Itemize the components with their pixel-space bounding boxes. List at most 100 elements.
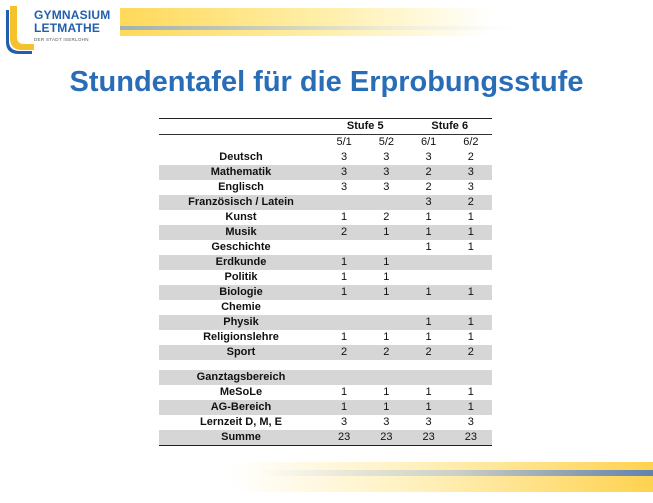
hours-cell: 1 — [365, 400, 408, 415]
table-row: Kunst 1 2 1 1 — [159, 210, 492, 225]
header-column-row: 5/1 5/2 6/1 6/2 — [159, 134, 492, 150]
hours-cell — [322, 315, 366, 330]
hours-cell: 1 — [407, 285, 450, 300]
subject-label: Summe — [159, 430, 323, 446]
empty-cell — [365, 370, 408, 385]
hours-cell: 1 — [449, 315, 492, 330]
hours-cell: 3 — [425, 416, 432, 428]
school-logo: GYMNASIUM LETMATHE DER STADT ISERLOHN — [6, 4, 126, 54]
table-row: Physik 1 1 — [159, 315, 492, 330]
hours-cell: 1 — [322, 400, 366, 415]
table-row: Lernzeit D, M, E 3 3 3 3 — [159, 415, 492, 430]
table-row: Chemie — [159, 300, 492, 315]
table-row: Religionslehre 1 1 1 1 — [159, 330, 492, 345]
hours-cell: 3 — [341, 181, 348, 193]
hours-cell: 2 — [383, 211, 390, 223]
hours-cell: 3 — [407, 195, 450, 210]
table-row: MeSoLe 1 1 1 1 — [159, 385, 492, 400]
hours-cell: 1 — [365, 285, 408, 300]
subject-label: Physik — [159, 315, 323, 330]
empty-cell — [407, 370, 450, 385]
subject-label: Biologie — [159, 285, 323, 300]
hours-cell: 1 — [407, 225, 450, 240]
hours-cell: 1 — [407, 315, 450, 330]
subject-label: Englisch — [218, 181, 264, 193]
hours-cell: 2 — [322, 225, 366, 240]
table-row: Geschichte 1 1 — [159, 240, 492, 255]
hours-cell: 3 — [383, 151, 390, 163]
table-row: Biologie 1 1 1 1 — [159, 285, 492, 300]
subject-label: AG-Bereich — [159, 400, 323, 415]
ganztag-label: Ganztagsbereich — [159, 370, 323, 385]
decorative-band-top-blue — [120, 26, 653, 30]
subject-label: Kunst — [225, 211, 257, 223]
hours-cell: 1 — [467, 211, 474, 223]
empty-cell — [449, 370, 492, 385]
decorative-band-top — [120, 8, 653, 36]
logo-subtitle: DER STADT ISERLOHN — [34, 37, 89, 42]
column-header: 6/1 — [407, 134, 450, 150]
subject-label: Französisch / Latein — [159, 195, 323, 210]
hours-cell: 2 — [407, 345, 450, 360]
page-title: Stundentafel für die Erprobungsstufe — [69, 66, 584, 98]
hours-cell: 2 — [365, 345, 408, 360]
hours-cell — [407, 300, 449, 315]
subject-label: Sport — [159, 345, 323, 360]
hours-cell: 1 — [383, 271, 390, 283]
hours-cell: 3 — [365, 165, 408, 180]
hours-cell: 1 — [467, 331, 474, 343]
hours-cell — [449, 255, 492, 270]
group-header-2: Stufe 6 — [407, 118, 492, 135]
hours-cell — [323, 300, 365, 315]
hours-cell: 1 — [425, 241, 432, 253]
sum-row: Summe 23 23 23 23 — [159, 430, 492, 446]
hours-cell — [365, 315, 408, 330]
hours-cell: 1 — [341, 211, 348, 223]
table-row: Politik 1 1 — [159, 270, 492, 285]
hours-cell — [322, 195, 366, 210]
hours-cell: 1 — [467, 386, 474, 398]
hours-cell: 1 — [449, 225, 492, 240]
hours-cell: 3 — [449, 165, 492, 180]
logo-mark-icon — [6, 6, 34, 54]
subject-label: Lernzeit D, M, E — [200, 416, 282, 428]
hours-cell: 1 — [425, 331, 432, 343]
hours-cell: 3 — [425, 151, 432, 163]
hours-cell: 2 — [467, 151, 474, 163]
spacer-row — [159, 360, 492, 370]
decorative-band-bottom — [0, 462, 653, 492]
logo-text-line1: GYMNASIUM — [34, 8, 111, 22]
subject-label: Chemie — [221, 301, 261, 313]
table-row: AG-Bereich 1 1 1 1 — [159, 400, 492, 415]
hours-cell: 2 — [449, 345, 492, 360]
hours-cell: 1 — [341, 386, 348, 398]
hours-cell: 1 — [322, 255, 366, 270]
table-row: Musik 2 1 1 1 — [159, 225, 492, 240]
hours-cell: 1 — [449, 400, 492, 415]
hours-cell: 1 — [365, 225, 408, 240]
logo-text-line2: LETMATHE — [34, 21, 101, 35]
hours-cell: 3 — [467, 416, 474, 428]
ganztag-header-row: Ganztagsbereich — [159, 370, 492, 385]
group-header-1: Stufe 5 — [322, 118, 408, 135]
subject-label: MeSoLe — [219, 386, 263, 398]
hours-cell: 3 — [341, 416, 348, 428]
hours-cell — [365, 240, 407, 255]
header-group-row: Stufe 5 Stufe 6 — [159, 118, 492, 135]
header-empty-cell — [159, 134, 323, 150]
table-row: Sport 2 2 2 2 — [159, 345, 492, 360]
timetable: Stufe 5 Stufe 6 5/1 5/2 6/1 6/2 Deutsch 3 3 3 2 Mat… — [159, 118, 492, 446]
spacer-cell — [159, 360, 492, 370]
hours-cell — [323, 240, 365, 255]
hours-cell: 23 — [322, 430, 366, 446]
subject-label: Religionslehre — [203, 331, 279, 343]
hours-cell: 1 — [383, 331, 390, 343]
hours-cell — [450, 270, 492, 285]
hours-cell — [407, 270, 449, 285]
hours-cell — [365, 195, 408, 210]
hours-cell: 3 — [322, 165, 366, 180]
subject-label: Deutsch — [219, 151, 263, 163]
hours-cell: 1 — [322, 285, 366, 300]
hours-cell: 3 — [341, 151, 348, 163]
hours-cell: 1 — [449, 285, 492, 300]
